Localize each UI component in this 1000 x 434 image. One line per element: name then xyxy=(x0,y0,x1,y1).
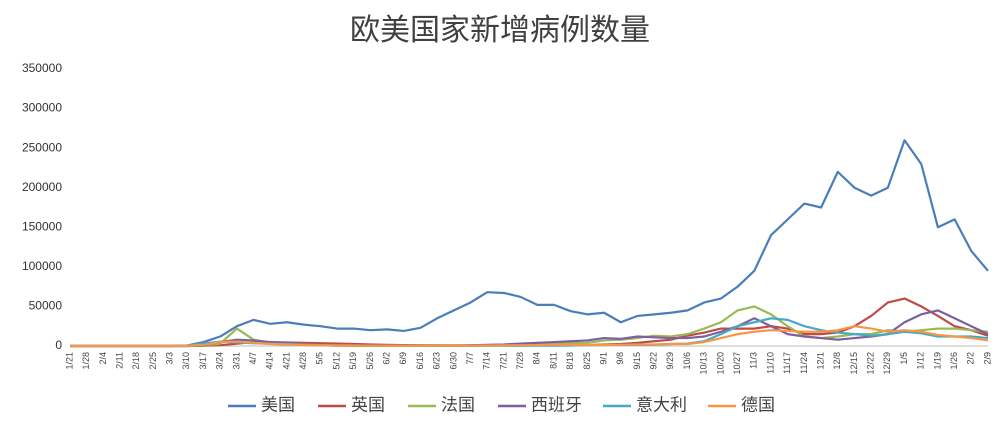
x-tick-label: 7/14 xyxy=(482,352,492,370)
x-tick-label: 11/24 xyxy=(799,352,809,374)
x-tick-label: 2/4 xyxy=(98,352,108,365)
x-tick-label: 3/3 xyxy=(165,352,175,365)
x-tick-label: 12/29 xyxy=(882,352,892,375)
x-tick-label: 6/30 xyxy=(448,352,458,370)
x-tick-label: 9/29 xyxy=(665,352,675,370)
x-tick-label: 8/25 xyxy=(582,352,592,370)
legend-label: 西班牙 xyxy=(531,395,582,414)
x-tick-label: 11/10 xyxy=(765,352,775,374)
series-line xyxy=(70,139,989,348)
x-tick-label: 6/16 xyxy=(415,352,425,370)
x-tick-label: 3/24 xyxy=(215,352,225,370)
x-tick-label: 1/26 xyxy=(949,352,959,370)
y-tick-label: 300000 xyxy=(22,101,62,115)
x-tick-label: 9/22 xyxy=(649,352,659,370)
x-tick-label: 10/6 xyxy=(682,352,692,370)
x-tick-label: 5/26 xyxy=(365,352,375,370)
legend-label: 意大利 xyxy=(636,395,687,414)
x-tick-label: 3/31 xyxy=(231,352,241,370)
x-tick-label: 12/8 xyxy=(832,352,842,370)
x-tick-label: 7/21 xyxy=(498,352,508,370)
x-tick-label: 5/19 xyxy=(348,352,358,370)
x-tick-label: 2/11 xyxy=(114,352,124,369)
y-tick-label: 250000 xyxy=(22,140,62,154)
x-tick-label: 6/2 xyxy=(382,352,392,365)
x-tick-label: 10/20 xyxy=(715,352,725,375)
x-tick-label: 4/21 xyxy=(281,352,291,370)
x-tick-label: 11/17 xyxy=(782,352,792,374)
x-tick-label: 5/12 xyxy=(331,352,341,370)
x-tick-label: 5/5 xyxy=(315,352,325,365)
x-tick-label: 8/11 xyxy=(548,352,558,369)
y-tick-label: 100000 xyxy=(22,259,62,273)
chart-title: 欧美国家新增病例数量 xyxy=(350,14,650,47)
x-tick-label: 11/3 xyxy=(749,352,759,369)
series-line xyxy=(70,317,989,348)
x-tick-label: 2/9 xyxy=(982,352,992,365)
x-tick-label: 6/9 xyxy=(398,352,408,365)
x-tick-label: 1/5 xyxy=(899,352,909,365)
x-tick-label: 6/23 xyxy=(432,352,442,370)
x-tick-label: 3/17 xyxy=(198,352,208,370)
x-tick-label: 9/8 xyxy=(615,352,625,365)
x-tick-label: 1/19 xyxy=(932,352,942,370)
legend-label: 德国 xyxy=(741,395,775,414)
series-line xyxy=(70,325,989,348)
x-tick-label: 4/14 xyxy=(265,352,275,370)
x-tick-label: 4/28 xyxy=(298,352,308,370)
x-tick-label: 1/28 xyxy=(81,352,91,370)
x-tick-label: 4/7 xyxy=(248,352,258,365)
x-tick-label: 2/25 xyxy=(148,352,158,370)
legend-label: 美国 xyxy=(261,395,295,414)
legend-label: 法国 xyxy=(441,395,475,414)
x-tick-label: 2/2 xyxy=(966,352,976,365)
x-tick-label: 12/15 xyxy=(849,352,859,375)
x-tick-label: 1/12 xyxy=(916,352,926,370)
x-tick-label: 10/13 xyxy=(699,352,709,375)
x-tick-label: 1/21 xyxy=(64,352,74,370)
x-tick-label: 9/1 xyxy=(598,352,608,365)
x-tick-label: 12/1 xyxy=(815,352,825,370)
x-tick-label: 7/28 xyxy=(515,352,525,370)
y-tick-label: 200000 xyxy=(22,180,62,194)
x-tick-label: 9/15 xyxy=(632,352,642,370)
legend-label: 英国 xyxy=(351,395,385,414)
x-tick-label: 10/27 xyxy=(732,352,742,375)
x-tick-label: 7/7 xyxy=(465,352,475,365)
x-tick-label: 2/18 xyxy=(131,352,141,370)
y-tick-label: 150000 xyxy=(22,219,62,233)
x-tick-label: 8/18 xyxy=(565,352,575,370)
y-tick-label: 50000 xyxy=(29,299,63,313)
x-tick-label: 8/4 xyxy=(532,352,542,365)
y-tick-label: 0 xyxy=(55,338,62,352)
x-tick-label: 3/10 xyxy=(181,352,191,370)
y-tick-label: 350000 xyxy=(22,61,62,75)
x-tick-label: 12/22 xyxy=(866,352,876,375)
